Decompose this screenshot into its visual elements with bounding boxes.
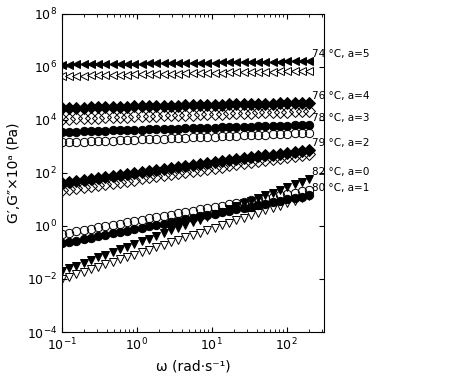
Text: 78 °C, a=3: 78 °C, a=3: [312, 113, 370, 123]
Text: 74 °C, a=5: 74 °C, a=5: [312, 49, 370, 59]
Text: 80 °C, a=1: 80 °C, a=1: [312, 184, 369, 193]
Text: 79 °C, a=2: 79 °C, a=2: [312, 138, 370, 148]
Text: 76 °C, a=4: 76 °C, a=4: [312, 91, 370, 101]
X-axis label: ω (rad·s⁻¹): ω (rad·s⁻¹): [156, 359, 230, 373]
Y-axis label: G′,G″×10ᵃ (Pa): G′,G″×10ᵃ (Pa): [7, 123, 21, 223]
Text: 82 °C, a=0: 82 °C, a=0: [312, 167, 369, 177]
